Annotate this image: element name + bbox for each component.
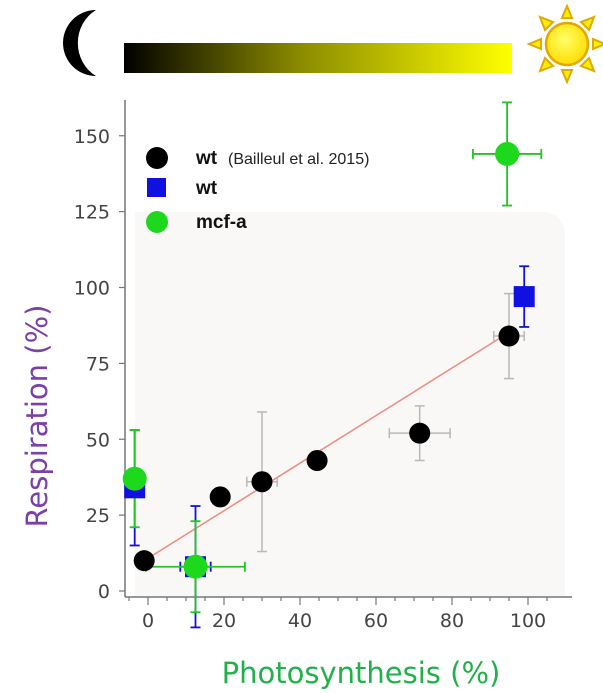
plot-background — [135, 212, 565, 596]
data-markers — [122, 141, 535, 579]
data-point-wt-bailleul — [251, 471, 273, 493]
y-tick-label: 100 — [74, 278, 110, 300]
trend-line — [143, 329, 514, 562]
x-tick-label: 100 — [510, 610, 546, 632]
legend: wt (Bailleul et al. 2015) wt mcf-a — [146, 147, 369, 233]
data-point-mcf-a — [122, 466, 147, 491]
y-tick-label: 25 — [86, 505, 110, 527]
y-tick-label: 0 — [98, 581, 110, 603]
data-point-wt-bailleul — [498, 325, 520, 347]
data-point-mcf-a — [183, 554, 208, 579]
data-point-mcf-a — [495, 141, 520, 166]
y-tick-label: 75 — [86, 353, 110, 375]
data-point-wt-bailleul — [409, 422, 431, 444]
x-axis-title: Photosynthesis (%) — [222, 656, 501, 690]
legend-label-mcf-a: mcf-a — [196, 212, 247, 233]
data-point-wt-bailleul — [306, 449, 328, 471]
y-tick-label: 150 — [74, 126, 110, 148]
legend-note-wt-bailleul: (Bailleul et al. 2015) — [228, 151, 369, 168]
data-point-square — [513, 286, 535, 308]
sun-icon — [526, 3, 603, 85]
y-ticks: 0 25 50 75 100 125 150 — [74, 126, 125, 603]
y-axis-title: Respiration (%) — [20, 305, 54, 528]
legend-label-wt-bailleul: wt — [195, 148, 218, 169]
legend-label-wt: wt — [195, 178, 218, 199]
legend-marker-wt-bailleul — [146, 147, 168, 169]
data-point-wt-bailleul — [133, 550, 155, 572]
y-tick-label: 125 — [74, 202, 110, 224]
legend-marker-wt — [147, 178, 166, 197]
x-tick-label: 80 — [440, 610, 464, 632]
x-tick-label: 40 — [288, 610, 312, 632]
legend-marker-mcf-a — [146, 211, 168, 233]
data-point-wt-bailleul — [209, 486, 231, 508]
y-tick-label: 50 — [86, 429, 110, 451]
x-tick-label: 60 — [364, 610, 388, 632]
x-tick-label: 0 — [142, 610, 154, 632]
x-ticks: 0 20 40 60 80 100 — [128, 597, 548, 632]
x-tick-label: 20 — [212, 610, 236, 632]
light-gradient-bar — [124, 43, 512, 73]
moon-icon — [63, 10, 96, 76]
